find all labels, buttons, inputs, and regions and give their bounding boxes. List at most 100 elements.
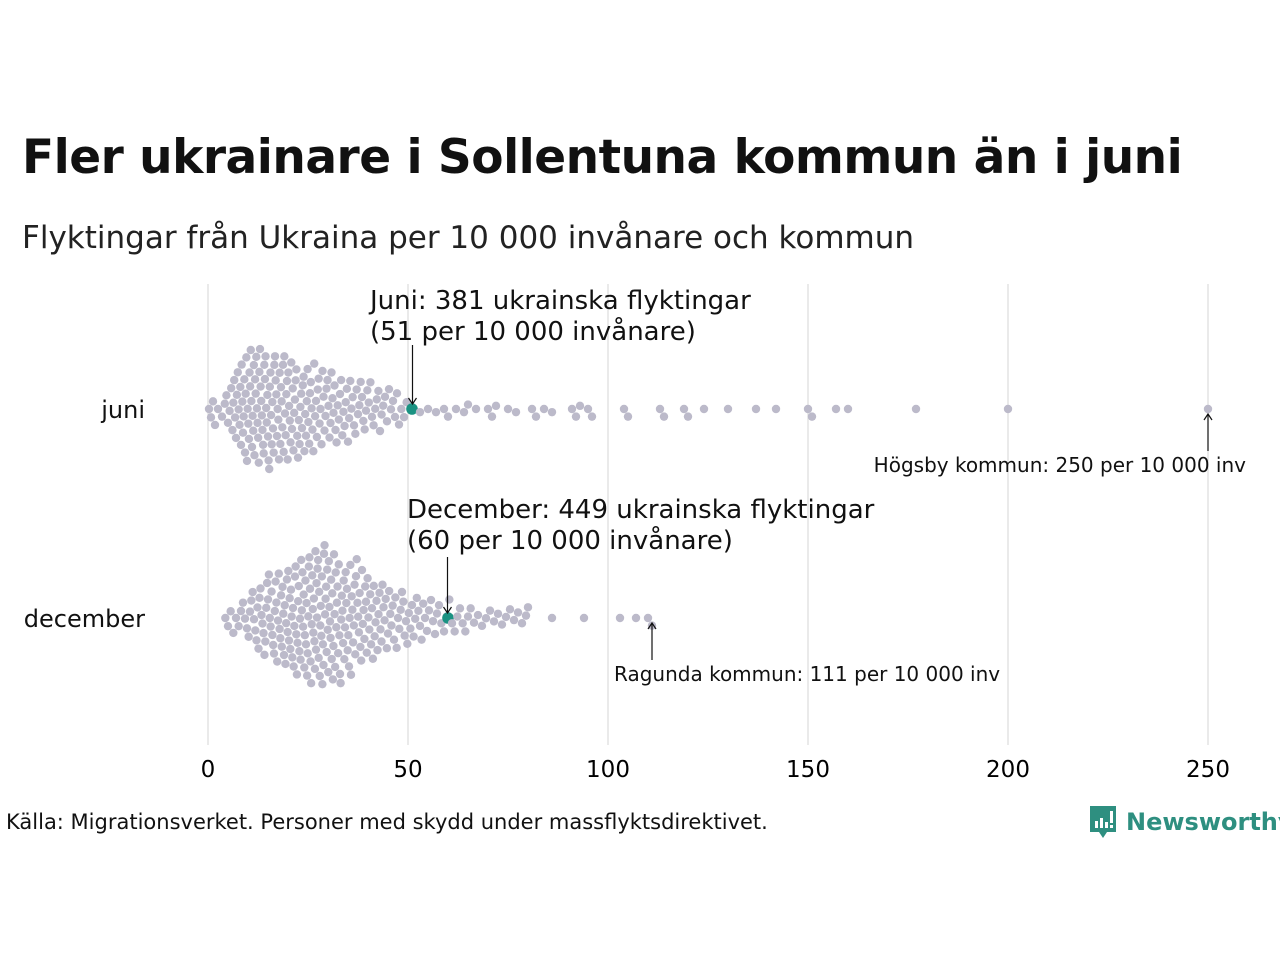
municipality-dot: [247, 396, 256, 406]
municipality-dot: [267, 587, 276, 596]
municipality-dot: [276, 382, 286, 392]
municipality-dot: [335, 631, 344, 640]
municipality-dot: [322, 384, 331, 393]
municipality-dot: [360, 425, 369, 434]
municipality-dot: [223, 418, 233, 427]
municipality-dot: [247, 596, 256, 605]
municipality-dot: [257, 610, 266, 620]
municipality-dot: [403, 639, 412, 649]
municipality-dot: [286, 438, 295, 447]
municipality-dot: [422, 626, 432, 636]
municipality-dot: [376, 625, 385, 634]
municipality-dot: [337, 615, 346, 624]
municipality-dot: [278, 423, 287, 432]
municipality-dot: [513, 608, 523, 617]
municipality-dot: [399, 412, 409, 422]
municipality-dot: [357, 656, 366, 665]
municipality-dot: [268, 630, 277, 640]
municipality-dot: [344, 662, 354, 671]
municipality-dot: [346, 376, 355, 386]
municipality-dot: [323, 625, 332, 634]
municipality-dot: [325, 433, 334, 442]
municipality-dot: [257, 396, 266, 406]
municipality-dot: [338, 606, 347, 615]
municipality-dot: [411, 614, 420, 623]
municipality-dot: [292, 670, 302, 679]
municipality-dot: [259, 628, 268, 638]
municipality-dot: [295, 646, 304, 656]
municipality-dot: [274, 569, 283, 578]
municipality-dot: [414, 606, 423, 615]
municipality-dot: [406, 624, 415, 633]
municipality-dot: [229, 628, 238, 638]
row-label-december: december: [24, 605, 145, 633]
x-tick-label: 100: [586, 757, 630, 783]
municipality-dot: [310, 411, 320, 421]
municipality-dot: [263, 595, 273, 604]
municipality-dot: [317, 572, 327, 581]
x-tick-label: 250: [1186, 757, 1230, 783]
municipality-dot: [333, 648, 343, 658]
municipality-dot: [393, 613, 403, 623]
municipality-dot: [242, 624, 252, 633]
municipality-dot: [443, 412, 453, 421]
municipality-dot: [473, 610, 483, 620]
municipality-dot: [303, 364, 312, 374]
municipality-dot: [313, 564, 322, 573]
municipality-dot: [311, 547, 320, 556]
municipality-dot: [259, 449, 268, 458]
municipality-dot: [455, 604, 465, 613]
municipality-dot: [547, 613, 557, 623]
municipality-dot: [254, 644, 263, 653]
municipality-dot: [723, 404, 733, 414]
municipality-dot: [307, 620, 316, 629]
municipality-dot: [284, 401, 294, 411]
municipality-dot: [285, 416, 295, 425]
municipality-dot: [420, 613, 430, 623]
municipality-dot: [380, 392, 390, 401]
municipality-dot: [487, 412, 497, 421]
municipality-dot: [330, 662, 340, 672]
municipality-dot: [232, 390, 242, 400]
municipality-dot: [223, 621, 233, 631]
municipality-dot: [236, 606, 246, 616]
municipality-dot: [493, 609, 503, 618]
municipality-dot: [412, 593, 421, 603]
municipality-dot: [352, 385, 361, 394]
municipality-dot: [299, 590, 308, 599]
municipality-dot: [401, 616, 411, 626]
municipality-dot: [417, 635, 426, 644]
municipality-dot: [469, 618, 479, 627]
x-tick-label: 200: [986, 757, 1030, 783]
municipality-dot: [324, 557, 334, 566]
municipality-dot: [276, 439, 285, 449]
municipality-dot: [1003, 404, 1013, 414]
municipality-dot: [268, 397, 277, 407]
municipality-dot: [277, 642, 287, 651]
municipality-dot: [356, 377, 365, 387]
municipality-dot: [256, 584, 265, 593]
municipality-dot: [302, 598, 311, 608]
municipality-dot: [366, 378, 375, 387]
municipality-dot: [363, 574, 372, 583]
municipality-dot: [235, 420, 244, 430]
municipality-dot: [284, 636, 294, 645]
municipality-dot: [336, 375, 346, 385]
municipality-dot: [281, 618, 291, 628]
municipality-dot: [843, 404, 853, 414]
municipality-dot: [426, 595, 436, 605]
municipality-dot: [447, 619, 457, 628]
municipality-dot: [283, 627, 292, 637]
municipality-dot: [244, 434, 254, 444]
municipality-dot: [290, 572, 300, 581]
municipality-dot: [231, 613, 241, 623]
municipality-dot: [298, 381, 307, 390]
municipality-dot: [280, 409, 290, 418]
municipality-dot: [387, 621, 396, 630]
municipality-dot: [489, 617, 499, 626]
municipality-dot: [292, 630, 301, 639]
municipality-dot: [300, 631, 310, 640]
municipality-dot: [390, 412, 400, 422]
municipality-dot: [380, 616, 389, 625]
municipality-dot: [248, 587, 257, 597]
